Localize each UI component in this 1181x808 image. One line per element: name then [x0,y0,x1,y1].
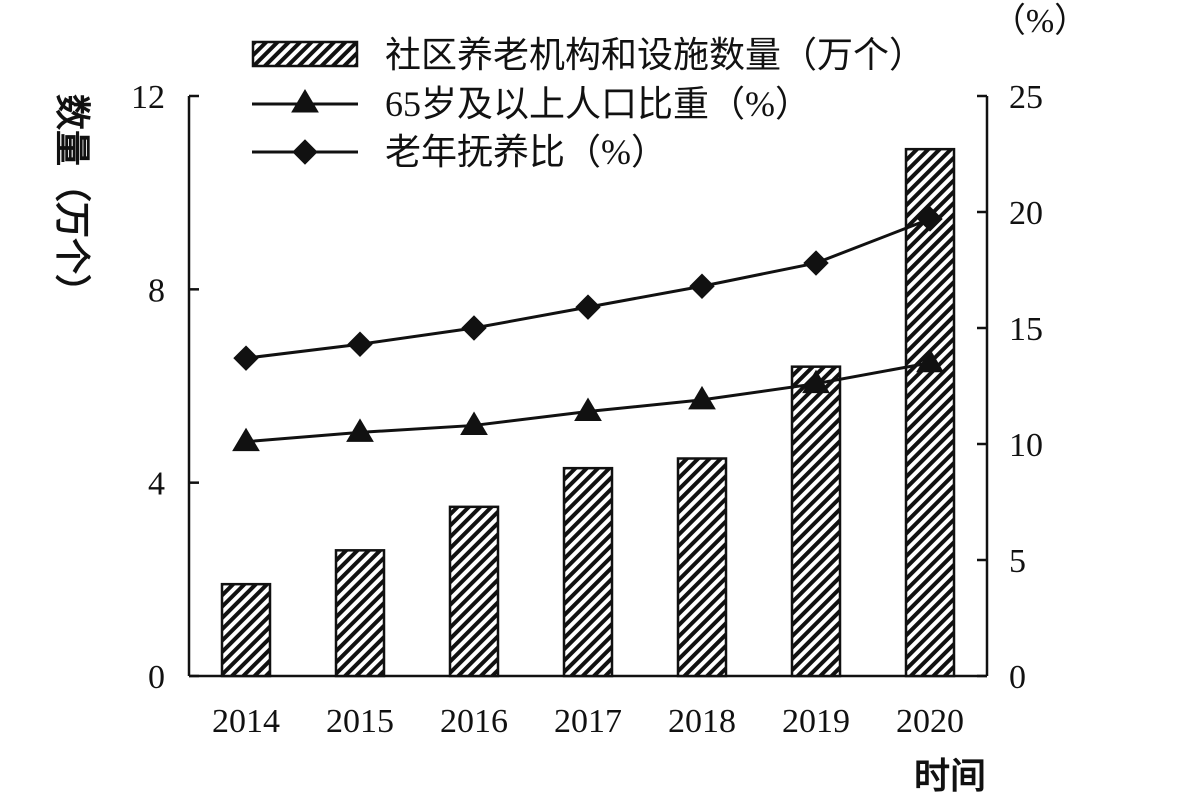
left-tick-label: 8 [148,272,165,309]
triangle-point-2017 [574,397,602,422]
diamond-point-2017 [575,294,601,320]
triangle-point-2020 [916,348,944,373]
x-tick-label: 2015 [326,703,394,740]
bar-series [220,147,956,678]
right-tick-label: 5 [1009,543,1026,580]
triangle-point-2015 [346,418,374,442]
right-tick-label: 0 [1009,659,1026,696]
x-tick-label: 2017 [554,703,622,740]
diamond-point-2020 [917,206,943,232]
bar-2014 [220,582,272,678]
bar-2017 [562,466,614,678]
x-tick-label: 2018 [668,703,736,740]
x-tick-label: 2014 [212,703,280,740]
triangle-point-2016 [460,411,488,435]
bar-2015 [334,549,386,678]
x-tick-label: 2019 [782,703,850,740]
legend-label-65plus: 65岁及以上人口比重（%） [385,84,811,124]
legend-diamond-icon [292,139,318,165]
bar-2016 [448,505,500,678]
legend-triangle-icon [291,89,319,113]
left-tick-label: 4 [148,466,165,503]
right-tick-label: 10 [1009,427,1043,464]
line-series-dependency [233,206,943,371]
diamond-point-2018 [689,273,715,299]
x-axis-ticks: 2014 2015 2016 2017 2018 2019 2020 [212,703,964,740]
left-tick-label: 0 [148,659,165,696]
legend-label-dependency: 老年抚养比（%） [385,132,667,172]
triangle-point-2019 [802,369,830,394]
diamond-point-2015 [347,331,373,357]
right-tick-label: 20 [1009,195,1043,232]
x-tick-label: 2016 [440,703,508,740]
left-tick-label: 12 [131,79,165,116]
right-axis-title: （%） [992,2,1088,40]
diamond-point-2016 [461,315,487,341]
triangle-point-2014 [232,427,260,452]
right-tick-label: 25 [1009,79,1043,116]
bar-2020 [904,147,956,678]
legend-label-bars: 社区养老机构和设施数量（万个） [385,35,925,75]
right-tick-label: 15 [1009,311,1043,348]
line-series-group [232,206,944,452]
legend: 社区养老机构和设施数量（万个） 65岁及以上人口比重（%） 老年抚养比（%） [251,35,925,172]
left-axis-title: 数量（万个） [51,94,92,310]
bar-2019 [790,365,842,678]
diamond-point-2019 [803,250,829,276]
left-axis-ticks: 0 4 8 12 [131,79,199,696]
line-series-65plus [232,348,944,452]
bar-2018 [676,457,728,678]
right-axis-ticks: 0 5 10 15 20 25 [977,79,1043,696]
series-line [245,217,931,360]
x-tick-label: 2020 [896,703,964,740]
triangle-point-2018 [688,385,716,410]
legend-swatch-bars [251,40,359,68]
x-axis-title: 时间 [914,756,986,797]
diamond-point-2014 [233,345,259,371]
